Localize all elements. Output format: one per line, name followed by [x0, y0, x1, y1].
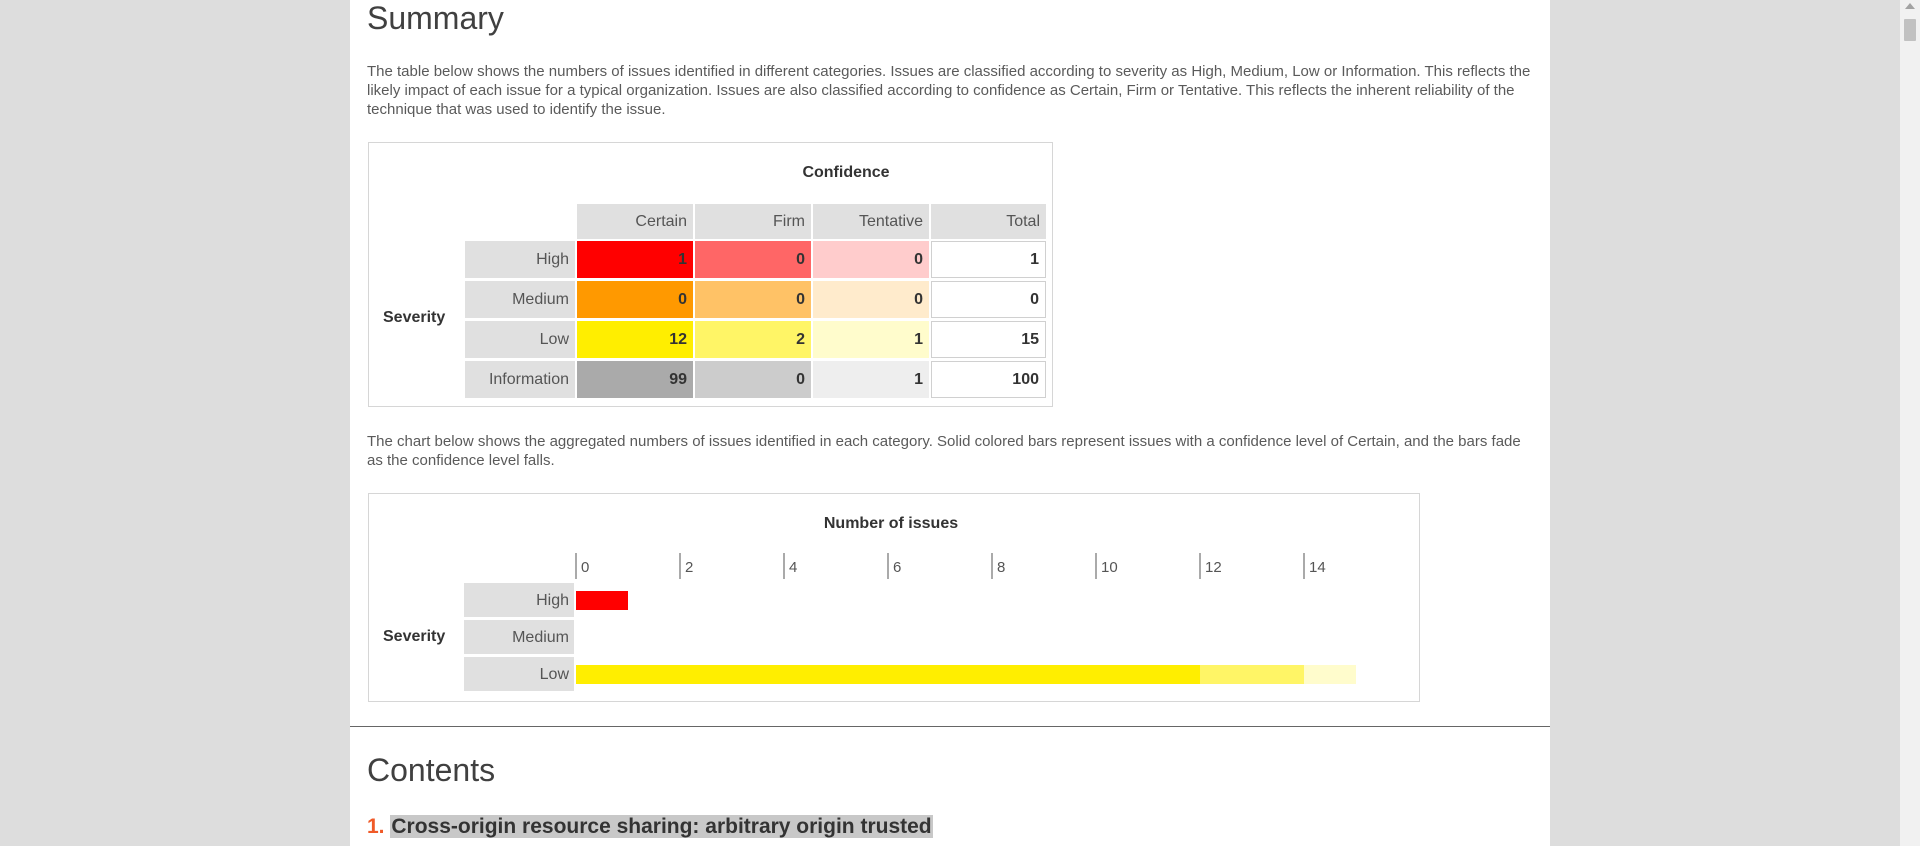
chart-title: Number of issues [823, 515, 959, 532]
chart-row-header-bg-medium [464, 620, 574, 654]
column-header-tentative: Tentative [813, 204, 929, 239]
row-header-medium: Medium [465, 281, 575, 318]
row-header-high: High [465, 241, 575, 278]
report-page: Summary The table below shows the number… [350, 0, 1550, 846]
cell-information-tentative: 1 [813, 361, 929, 398]
cell-low-total: 15 [931, 321, 1046, 358]
x-tick-label-4: 4 [789, 559, 797, 576]
page-scrollbar[interactable] [1900, 0, 1920, 846]
cell-information-total: 100 [931, 361, 1046, 398]
chart-plot: 0 2 4 6 8 10 12 14 High Medium Low [464, 553, 1356, 691]
contents-heading: Contents [367, 752, 496, 788]
cell-high-certain: 1 [577, 241, 693, 278]
summary-heading: Summary [367, 0, 504, 36]
chart-row-header-low: Low [540, 666, 570, 683]
severity-label: Severity [383, 309, 446, 326]
x-tick-label-12: 12 [1205, 559, 1222, 576]
cell-low-tentative: 1 [813, 321, 929, 358]
bar-low-firm [1200, 665, 1304, 684]
summary-table: Confidence Severity Certain Firm Tentati… [368, 142, 1053, 407]
confidence-title: Confidence [802, 164, 890, 181]
contents-item-link[interactable]: Cross-origin resource sharing: arbitrary… [390, 815, 933, 838]
x-tick-label-6: 6 [893, 559, 901, 576]
chart-row-header-medium: Medium [512, 629, 569, 646]
x-tick-label-10: 10 [1101, 559, 1118, 576]
cell-low-firm: 2 [695, 321, 811, 358]
bar-high-certain [576, 591, 628, 610]
cell-high-firm: 0 [695, 241, 811, 278]
section-divider [350, 726, 1550, 727]
issues-chart: Number of issues Severity 0 2 4 6 8 10 12 14 Hig… [368, 493, 1420, 702]
column-header-total: Total [931, 204, 1046, 239]
summary-intro: The table below shows the numbers of iss… [367, 63, 1531, 118]
contents-item-index: 1. [367, 815, 385, 838]
cell-low-certain: 12 [577, 321, 693, 358]
chart-severity-label: Severity [383, 628, 446, 645]
chart-row-header-bg-low [464, 657, 574, 691]
contents-item[interactable]: 1. Cross-origin resource sharing: arbitr… [367, 815, 933, 839]
cell-information-certain: 99 [577, 361, 693, 398]
chart-row-header-bg-high [464, 583, 574, 617]
bar-low-tentative [1304, 665, 1356, 684]
chart-row-header-high: High [536, 592, 569, 609]
cell-information-firm: 0 [695, 361, 811, 398]
cell-medium-certain: 0 [577, 281, 693, 318]
cell-high-total: 1 [931, 241, 1046, 278]
column-header-certain: Certain [577, 204, 693, 239]
cell-high-tentative: 0 [813, 241, 929, 278]
x-tick-label-0: 0 [581, 559, 589, 576]
x-tick-label-14: 14 [1309, 559, 1326, 576]
bar-low-certain [576, 665, 1200, 684]
cell-medium-firm: 0 [695, 281, 811, 318]
row-header-low: Low [465, 321, 575, 358]
cell-medium-total: 0 [931, 281, 1046, 318]
chart-intro: The chart below shows the aggregated num… [367, 433, 1521, 469]
scroll-up-arrow-icon[interactable] [1905, 3, 1915, 9]
x-tick-label-8: 8 [997, 559, 1005, 576]
cell-medium-tentative: 0 [813, 281, 929, 318]
row-header-information: Information [465, 361, 575, 398]
x-tick-label-2: 2 [685, 559, 693, 576]
column-header-firm: Firm [695, 204, 811, 239]
scroll-thumb[interactable] [1904, 19, 1916, 41]
